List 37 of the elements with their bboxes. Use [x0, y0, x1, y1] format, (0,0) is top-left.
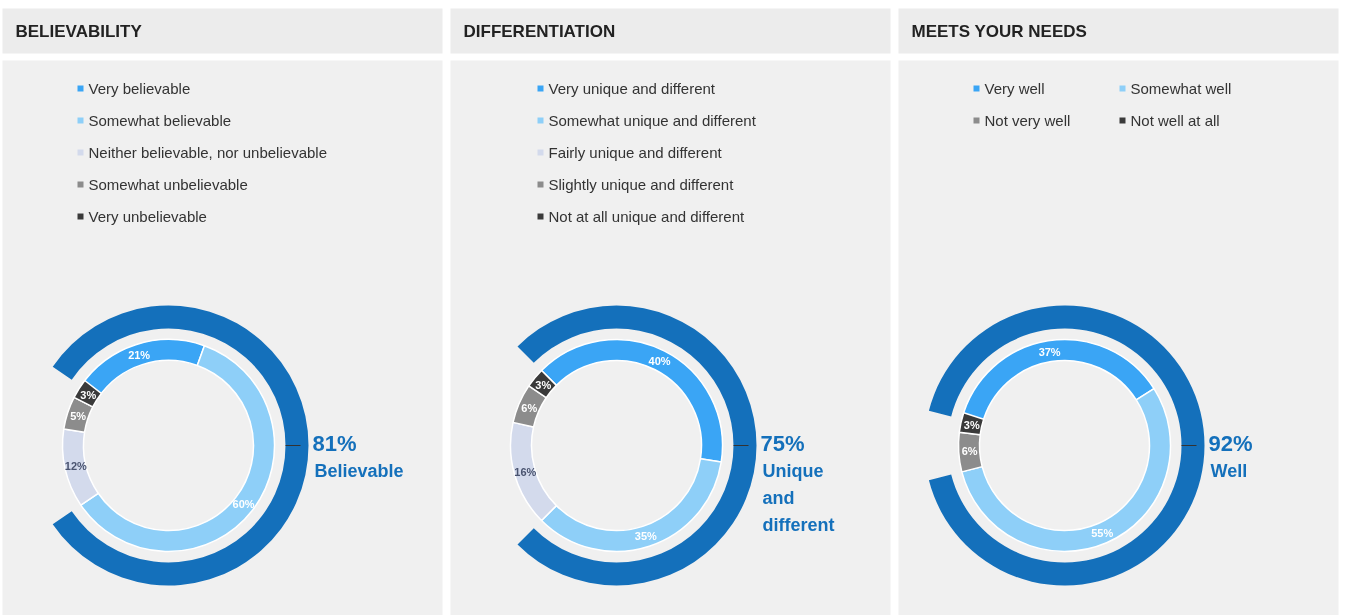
legend-label: Not at all unique and different — [548, 208, 746, 225]
legend-label: Somewhat believable — [88, 112, 232, 129]
legend-label: Very unique and different — [548, 80, 716, 97]
data-label: 21% — [128, 349, 151, 362]
data-label: 12% — [64, 460, 88, 473]
legend-label: Very unbelievable — [88, 208, 207, 225]
legend-label: Somewhat unbelievable — [88, 176, 248, 193]
chart-title: DIFFERENTIATION — [463, 22, 616, 41]
legend-label: Neither believable, nor unbelievable — [88, 144, 327, 161]
slice-label: Well — [1210, 460, 1248, 481]
data-label: 40% — [648, 354, 671, 367]
legend-label: Very well — [984, 80, 1045, 97]
data-label: 5% — [70, 410, 87, 423]
legend-label: Somewhat well — [1130, 80, 1232, 97]
legend-label: Somewhat unique and different — [548, 112, 757, 129]
legend-label: Slightly unique and different — [548, 176, 735, 193]
data-label: 35% — [634, 529, 658, 542]
legend-label: Very believable — [88, 80, 191, 97]
data-label: 6% — [521, 401, 538, 414]
data-label: 6% — [961, 445, 978, 458]
data-label: 75% — [760, 431, 805, 456]
data-label: 3% — [535, 378, 552, 391]
data-label: 3% — [963, 418, 980, 431]
chart-title: BELIEVABILITY — [15, 22, 143, 41]
slice-label: Believable — [314, 460, 404, 481]
data-label: 60% — [232, 497, 255, 510]
data-label: 81% — [312, 431, 357, 456]
data-label: 92% — [1208, 431, 1253, 456]
chart-title: MEETS YOUR NEEDS — [911, 22, 1087, 41]
data-label: 55% — [1091, 526, 1114, 539]
legend-label: Not very well — [984, 112, 1071, 129]
data-label: 16% — [514, 466, 537, 478]
slice-label: Unique and different — [762, 460, 835, 535]
legend-label: Not well at all — [1130, 112, 1220, 129]
data-label: 37% — [1038, 345, 1061, 358]
data-label: 3% — [80, 388, 97, 401]
legend-label: Fairly unique and different — [548, 144, 723, 161]
